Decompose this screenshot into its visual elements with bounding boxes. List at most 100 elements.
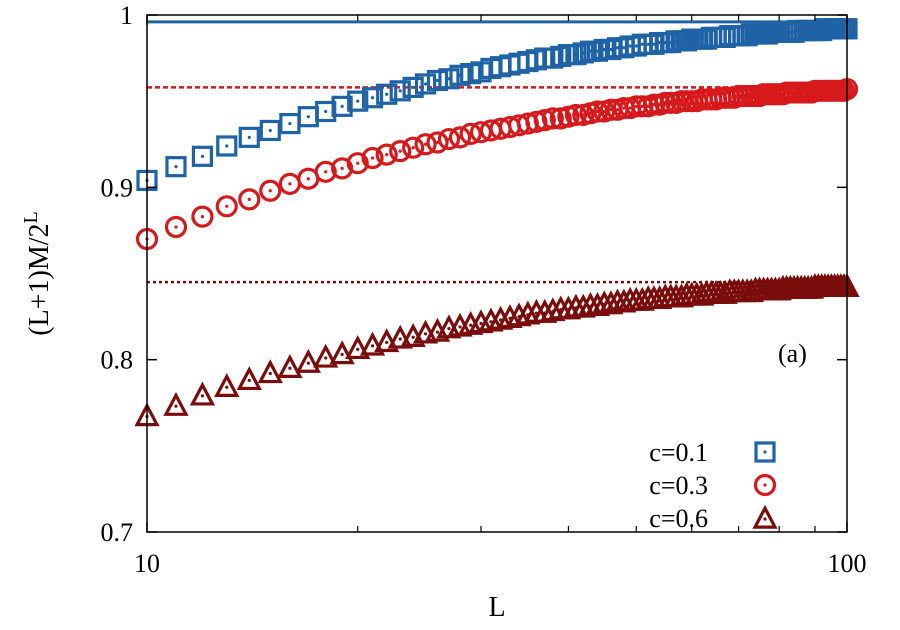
y-tick-label: 0.9 — [101, 173, 134, 202]
square-marker — [389, 80, 411, 102]
data-point — [389, 80, 411, 102]
data-point — [279, 112, 301, 135]
data-point — [313, 343, 339, 368]
triangle-marker — [497, 304, 523, 329]
marker-center-dot — [306, 115, 310, 119]
data-point — [346, 152, 369, 175]
marker-center-dot — [268, 189, 272, 193]
square-marker — [331, 95, 353, 117]
marker-center-dot — [398, 337, 402, 341]
triangle-marker — [752, 504, 778, 529]
circle-marker — [448, 126, 472, 149]
y-axis-label-sup: L — [20, 211, 42, 223]
x-tick-label: 100 — [828, 549, 867, 578]
data-point — [345, 335, 371, 360]
marker-center-dot — [200, 154, 205, 158]
data-point — [361, 146, 384, 170]
marker-center-dot — [174, 165, 178, 169]
marker-center-dot — [435, 78, 440, 83]
data-point — [414, 73, 437, 95]
x-axis-label: L — [488, 592, 505, 623]
marker-center-dot — [411, 85, 415, 89]
marker-center-dot — [634, 104, 638, 108]
data-point — [426, 69, 449, 92]
square-marker — [426, 69, 449, 92]
y-tick-label: 0.7 — [101, 518, 134, 547]
data-point — [191, 205, 214, 228]
marker-center-dot — [306, 177, 310, 181]
data-markers — [134, 18, 860, 427]
marker-center-dot — [595, 109, 600, 114]
marker-center-dot — [288, 121, 292, 126]
marker-center-dot — [247, 197, 251, 201]
circle-marker — [437, 127, 461, 151]
triangle-marker — [359, 331, 386, 356]
data-point — [163, 391, 189, 416]
circle-marker — [459, 122, 482, 146]
marker-center-dot — [385, 92, 389, 96]
marker-center-dot — [602, 109, 606, 114]
data-point — [214, 373, 240, 397]
data-point — [389, 140, 412, 163]
marker-center-dot — [842, 27, 846, 31]
marker-center-dot — [370, 96, 375, 100]
data-point — [376, 83, 398, 105]
triangle-marker — [295, 348, 321, 373]
circle-marker — [402, 136, 425, 159]
circle-marker — [389, 140, 412, 163]
triangle-marker — [540, 297, 566, 322]
square-marker — [414, 73, 437, 95]
marker-center-dot — [398, 89, 402, 93]
axis-ticks: 0.7 0.8 0.9 1 10 100 — [101, 1, 867, 578]
square-marker — [361, 87, 384, 109]
data-point — [277, 354, 303, 378]
marker-center-dot — [411, 335, 415, 339]
marker-center-dot — [385, 152, 389, 157]
marker-center-dot — [385, 340, 389, 345]
circle-marker — [314, 160, 337, 183]
marker-center-dot — [435, 330, 440, 334]
marker-center-dot — [247, 378, 251, 382]
circle-marker — [238, 188, 261, 211]
marker-center-dot — [340, 166, 344, 170]
legend-label: c=0.1 — [649, 438, 708, 467]
data-point — [402, 76, 424, 98]
square-marker — [586, 40, 609, 62]
data-point — [191, 145, 214, 167]
marker-center-dot — [458, 325, 462, 329]
circle-marker — [215, 195, 238, 218]
data-point — [414, 133, 437, 156]
data-point — [238, 126, 260, 148]
marker-center-dot — [646, 42, 650, 46]
marker-center-dot — [356, 347, 360, 351]
square-marker — [259, 119, 281, 142]
data-point — [238, 188, 261, 211]
data-point — [331, 95, 353, 117]
marker-center-dot — [763, 450, 767, 454]
marker-center-dot — [423, 332, 428, 336]
circle-marker — [426, 131, 449, 154]
data-point — [278, 172, 301, 195]
legend-label: c=0.3 — [649, 471, 708, 500]
data-point — [259, 179, 282, 202]
data-point — [215, 195, 238, 218]
series-square — [136, 18, 858, 192]
marker-center-dot — [609, 108, 613, 112]
square-marker — [238, 126, 260, 148]
circle-marker — [375, 143, 398, 166]
marker-center-dot — [356, 99, 360, 103]
square-marker — [660, 31, 682, 54]
marker-center-dot — [324, 109, 328, 114]
marker-center-dot — [609, 47, 613, 52]
triangle-marker — [163, 391, 189, 416]
marker-center-dot — [615, 46, 620, 50]
marker-center-dot — [839, 27, 843, 31]
marker-center-dot — [763, 483, 767, 487]
triangle-marker — [329, 340, 355, 365]
marker-center-dot — [842, 89, 846, 93]
marker-center-dot — [356, 161, 360, 165]
marker-center-dot — [200, 394, 205, 398]
marker-center-dot — [469, 323, 473, 327]
square-marker — [572, 42, 594, 64]
series-triangle — [134, 273, 860, 427]
